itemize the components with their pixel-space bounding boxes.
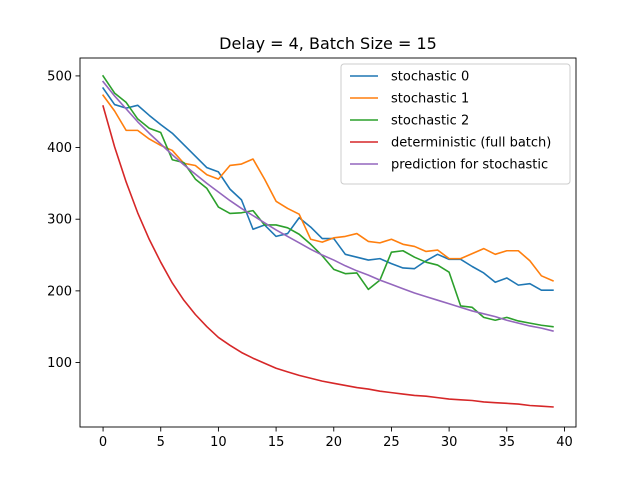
chart-title: Delay = 4, Batch Size = 15 [219, 34, 437, 53]
y-tick-label: 300 [47, 213, 72, 228]
legend-label-0: stochastic 0 [391, 70, 469, 85]
y-tick-label: 200 [47, 284, 72, 299]
x-tick-label: 40 [556, 435, 573, 450]
x-tick-label: 20 [325, 435, 342, 450]
series-line-0 [101, 86, 554, 291]
plot-area [101, 74, 554, 408]
series-line-1 [101, 94, 554, 282]
legend: stochastic 0 stochastic 1 stochastic 2 dete… [340, 63, 571, 185]
x-tick-label: 10 [210, 435, 227, 450]
axes: 0 5 10 15 20 25 30 35 40 100 200 300 400 500 [47, 57, 577, 450]
x-tick-label: 0 [99, 435, 107, 450]
x-tick-label: 15 [268, 435, 285, 450]
x-tick-label: 25 [383, 435, 400, 450]
y-tick-label: 400 [47, 141, 72, 156]
axes-frame [79, 57, 577, 428]
legend-box [340, 63, 571, 185]
legend-label-3: deterministic (full batch) [391, 136, 551, 151]
y-tick-label: 100 [47, 356, 72, 371]
x-tick-label: 30 [441, 435, 458, 450]
y-tick-label: 500 [47, 69, 72, 84]
legend-label-4: prediction for stochastic [391, 158, 548, 173]
legend-label-2: stochastic 2 [391, 114, 469, 129]
x-tick-label: 5 [157, 435, 165, 450]
x-tick-label: 35 [499, 435, 516, 450]
series-line-4 [101, 80, 554, 332]
series-line-3 [102, 105, 554, 408]
legend-label-1: stochastic 1 [391, 92, 469, 107]
